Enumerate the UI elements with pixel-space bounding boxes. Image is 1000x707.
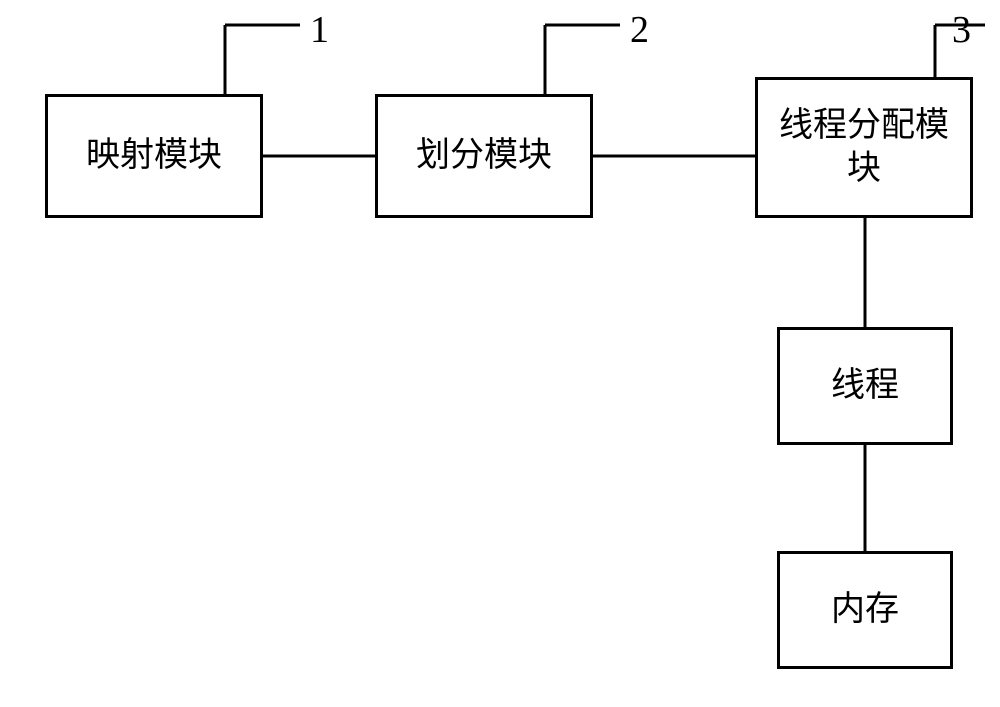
node-thread: 线程 bbox=[777, 327, 953, 445]
diagram-stage: 映射模块划分模块 线程分配模 块线程内存 1 2 3 bbox=[0, 0, 1000, 707]
node-memory: 内存 bbox=[777, 551, 953, 669]
node-thread-alloc-module: 线程分配模 块 bbox=[755, 77, 973, 218]
callout-partition-module: 2 bbox=[630, 8, 649, 52]
node-mapping-module: 映射模块 bbox=[45, 94, 263, 218]
callout-thread-alloc-module: 3 bbox=[952, 8, 971, 52]
node-partition-module: 划分模块 bbox=[375, 94, 593, 218]
callout-mapping-module: 1 bbox=[310, 8, 329, 52]
